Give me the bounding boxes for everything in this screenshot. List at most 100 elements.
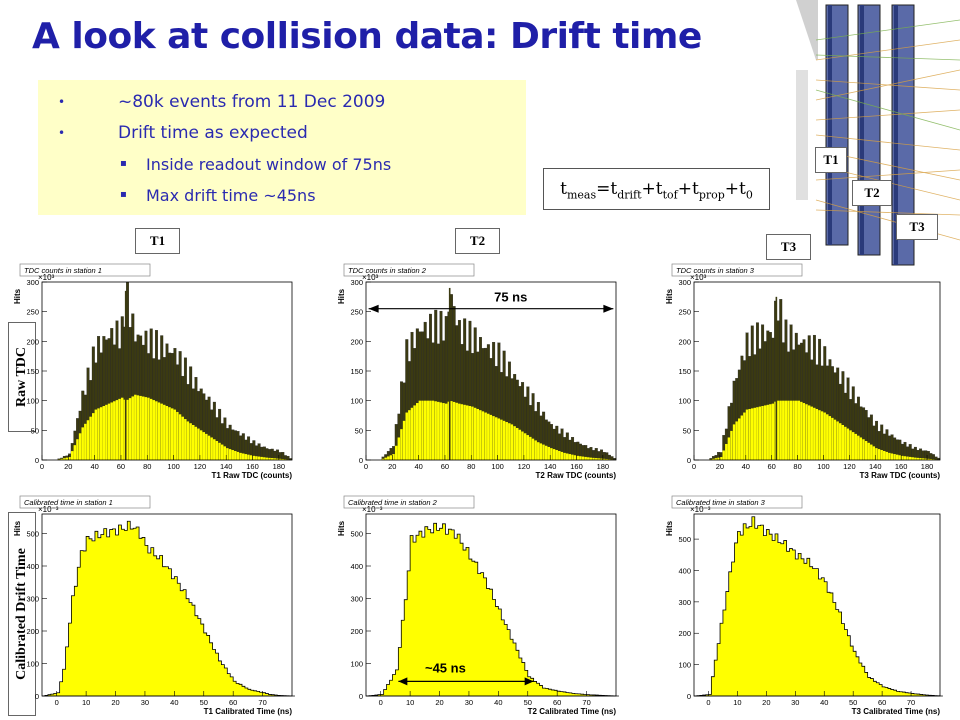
histogram-bar-inner [753,407,757,460]
x-axis-label: T3 Calibrated Time (ns) [852,707,941,716]
histogram-bar-inner [397,437,401,460]
histogram-bar-inner [160,403,164,460]
x-tick-label: 140 [869,462,882,471]
x-axis-label: T3 Raw TDC (counts) [860,471,941,480]
histogram-bar-inner [163,404,166,460]
histogram-bar-inner [828,416,832,460]
plot-data [381,287,617,461]
histogram-bar-inner [473,407,477,460]
histogram-bar-inner [600,458,603,460]
histogram-bar [600,449,603,461]
x-tick-label: 0 [706,698,710,707]
histogram-bar-inner [155,401,158,460]
histogram-bar-inner [776,400,780,460]
histogram-bar-inner [505,422,509,460]
x-tick-label: 40 [494,698,502,707]
histogram-bar-inner [487,413,490,460]
histogram-bar-inner [844,426,847,460]
histogram-bar-inner [841,424,845,460]
histogram-bar-inner [740,415,744,460]
y-axis-label: Hits [665,520,674,536]
axes: 0 50 100 150 200 250 300 0 20 40 60 80 100 120 140 160 1… [678,278,933,471]
histogram-bar-inner [389,455,393,460]
histogram-bar [607,454,611,461]
histogram-bar-inner [518,429,522,460]
histogram-bar-inner [813,407,816,460]
histogram-bar-inner [92,413,95,460]
histogram-bar-inner [439,402,443,460]
histogram-bar-inner [131,396,135,460]
station-tag-t1: T1 [135,228,180,254]
histogram-bar-inner [502,420,506,460]
histogram-bar-inner [260,456,264,460]
histogram-bar-inner [81,427,85,460]
max-drift-arrow: ~45 ns [398,660,534,686]
y-tick-label: 200 [678,629,691,638]
x-tick-label: 0 [40,462,44,471]
plot-frame [41,513,293,697]
histogram-bar-inner [405,412,409,460]
histogram-bar-inner [857,435,860,460]
histogram-spike [124,290,127,460]
histogram-bar-inner [168,407,171,460]
y-tick-label: 250 [678,308,691,317]
y-tick-label: 0 [35,692,39,701]
histogram-bar-inner [880,450,884,460]
histogram-bar-inner [226,448,229,460]
histogram-bar-inner [537,442,540,460]
histogram-bar-inner [794,400,798,460]
histogram-bar-inner [893,454,896,460]
bullet-text: Max drift time ~45ns [146,186,316,205]
histogram-bar-inner [99,407,103,460]
histogram-bar-inner [468,406,472,460]
histogram-bar-inner [381,458,385,460]
histogram-bar-inner [447,401,451,460]
histogram-bar-inner [906,456,909,460]
histogram-bar-inner [552,449,556,460]
histogram-bar [932,454,935,461]
max-drift-label: ~45 ns [425,660,466,675]
histogram-bar-inner [142,396,145,460]
histogram-bar-inner [189,423,192,460]
x-tick-label: 60 [553,698,561,707]
histogram-bar-inner [410,407,414,460]
histogram-bar-inner [594,458,598,460]
y-tick-label: 100 [350,660,363,669]
y-tick-label: 200 [350,627,363,636]
histogram-bar [610,456,614,461]
histogram-bar-inner [107,403,111,460]
histogram-bar-inner [184,419,187,460]
y-tick-label: 100 [678,661,691,670]
x-tick-label: 60 [229,698,237,707]
y-tick-label: 200 [26,627,39,636]
histogram-bar-inner [521,431,524,460]
histogram-bar-inner [234,450,237,460]
axis-exponent: ×10⁻³ [38,505,59,514]
y-tick-label: 0 [359,692,363,701]
plot-title: Calibrated time in station 2 [343,495,475,509]
histogram-bar-inner [394,445,398,460]
histogram-bar-inner [833,419,837,460]
histogram-bar-inner [523,433,527,460]
x-tick-label: 30 [465,698,473,707]
x-tick-label: 80 [143,462,151,471]
histogram-bar [286,455,290,461]
y-tick-label: 0 [35,456,39,465]
x-tick-label: 40 [170,698,178,707]
histogram-bar-inner [281,459,285,460]
detector-station-3 [891,4,915,266]
histogram-bar-inner [178,414,182,460]
x-tick-label: 70 [907,698,915,707]
histogram-bar-inner [205,433,208,460]
svg-text:Calibrated time in station 3: Calibrated time in station 3 [676,498,766,507]
bullet-box: • ~80k events from 11 Dec 2009 • Drift t… [38,80,526,215]
histogram-bar-inner [413,405,416,460]
x-tick-label: 120 [843,462,856,471]
y-tick-label: 300 [678,278,691,287]
sub-bullet-marker: ▪ [120,158,127,169]
histogram-bar-inner [392,454,395,460]
histogram-bar-inner [547,446,551,460]
histogram-bar-inner [831,417,834,460]
x-tick-label: 80 [467,462,475,471]
histogram-bar-inner [903,456,907,460]
